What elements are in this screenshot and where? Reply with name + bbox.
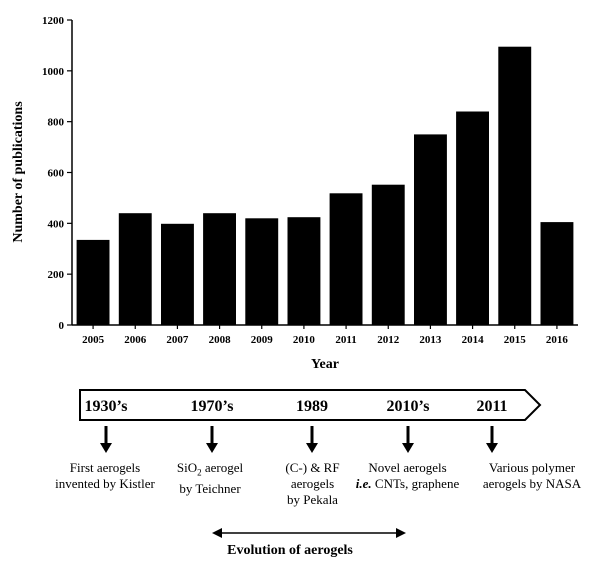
milestone-arrowhead-3 [402,443,414,453]
milestone-2010s-line1: Novel aerogels [368,460,447,475]
y-tick-label-800: 800 [48,117,65,129]
x-tick-label-2007: 2007 [166,334,189,346]
milestone-arrowhead-4 [486,443,498,453]
y-tick-label-0: 0 [59,320,65,332]
milestone-1930s-desc: First aerogels invented by Kistler [50,460,160,492]
timeline-title: Evolution of aerogels [227,543,353,558]
y-tick-label-400: 400 [48,218,65,230]
milestone-year-2: 1989 [296,398,328,415]
milestone-year-1: 1970’s [191,398,234,415]
milestone-year-4: 2011 [476,398,507,415]
bar-2007 [161,223,194,325]
bar-2005 [76,239,110,325]
y-tick-label-1000: 1000 [42,66,65,78]
milestone-2010s-desc: Novel aerogels i.e. CNTs, graphene [350,460,465,492]
y-tick-label-600: 600 [48,168,65,180]
x-tick-label-2012: 2012 [377,334,400,346]
ie-text: i.e. [355,476,372,491]
milestone-year-3: 2010’s [387,398,430,415]
milestone-1970s-line2: by Teichner [179,480,241,496]
x-tick-label-2009: 2009 [251,334,274,346]
sio-text: SiO [176,460,198,475]
milestone-2011-desc: Various polymer aerogels by NASA [470,460,594,492]
sio-subscript: 2 [197,467,202,478]
bar-2015 [498,46,532,325]
x-axis-ticks: 2005 2006 2007 2008 2009 2010 2011 2012 2013 2014… [82,325,568,346]
milestone-1989-desc: (C-) & RF aerogels by Pekala [260,460,365,508]
milestone-1970s-desc: SiO2 aerogel by Teichner [150,460,270,497]
milestone-1989-line1: (C-) & RF [285,460,340,475]
x-tick-label-2005: 2005 [82,334,105,346]
bars-group [76,46,574,326]
cnts-text: CNTs, graphene [371,476,460,491]
y-axis-ticks: 0 200 400 600 800 1000 1200 [42,15,72,332]
evolution-arrowhead-left [212,528,222,538]
bar-2012 [371,184,405,325]
x-tick-label-2010: 2010 [293,334,316,346]
x-tick-label-2011: 2011 [335,334,356,346]
milestone-1989-line2: aerogels [290,476,335,491]
timeline-banner [79,389,542,421]
x-tick-label-2016: 2016 [546,334,569,346]
milestone-year-0: 1930’s [85,398,128,415]
x-tick-label-2015: 2015 [504,334,527,346]
y-tick-label-1200: 1200 [42,15,65,27]
milestone-2010s-line2: i.e. CNTs, graphene [350,476,465,492]
bar-2014 [456,111,489,325]
bar-2010 [287,217,321,325]
bar-2011 [329,193,363,325]
x-tick-label-2014: 2014 [462,334,485,346]
bar-2008 [203,213,236,325]
milestone-1930s-line2: invented by Kistler [55,476,155,491]
timeline-years: 1930’s 1970’s 1989 2010’s 2011 [85,398,508,415]
x-tick-label-2008: 2008 [209,334,232,346]
bar-2009 [245,218,279,326]
milestone-2011-line1: Various polymer [488,460,576,475]
milestone-arrowhead-2 [306,443,318,453]
milestone-1989-line3: by Pekala [287,492,338,507]
x-axis-title: Year [311,357,339,372]
milestone-arrowhead-1 [206,443,218,453]
y-axis-title: Number of publications [11,101,26,243]
y-tick-label-200: 200 [48,269,65,281]
x-tick-label-2013: 2013 [419,334,442,346]
evolution-arrowhead-right [396,528,406,538]
aerogel-text: aerogel [201,460,244,475]
bar-2013 [414,134,447,325]
milestone-2011-line2: aerogels by NASA [482,476,582,491]
x-tick-label-2006: 2006 [124,334,147,346]
milestone-1930s-line1: First aerogels [69,460,141,475]
bar-2016 [540,222,574,325]
bar-2006 [118,213,152,325]
milestone-arrowhead-0 [100,443,112,453]
milestone-1970s-line1: SiO2 aerogel [150,460,270,481]
timeline-arrows [100,426,498,453]
